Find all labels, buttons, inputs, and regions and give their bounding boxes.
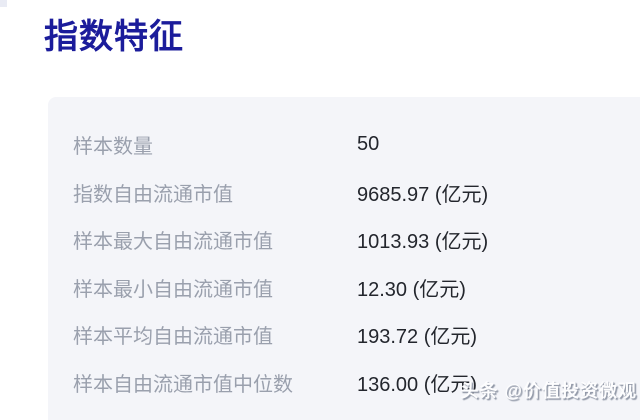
toutiao-watermark: 头条 @价值投资微观 — [460, 381, 637, 401]
row-label: 样本最小自由流通市值 — [73, 278, 273, 301]
index-characteristics-panel: 样本数量 50 指数自由流通市值 9685.97 (亿元) 样本最大自由流通市值… — [48, 97, 640, 420]
row-value: 50 — [357, 133, 380, 156]
table-row: 样本最小自由流通市值 12.30 (亿元) — [48, 264, 640, 312]
corner-mark — [0, 0, 7, 7]
row-value: 12.30 (亿元) — [357, 278, 466, 301]
row-value: 9685.97 (亿元) — [357, 183, 489, 206]
table-row: 样本数量 50 — [48, 121, 640, 169]
table-row: 样本自由流通市值中位数 136.00 (亿元) — [48, 359, 640, 407]
table-row: 样本平均自由流通市值 193.72 (亿元) — [48, 311, 640, 359]
row-label: 指数自由流通市值 — [73, 183, 233, 206]
row-value: 1013.93 (亿元) — [357, 231, 489, 254]
row-value: 193.72 (亿元) — [357, 326, 478, 349]
row-value: 136.00 (亿元) — [357, 373, 478, 396]
row-label: 样本数量 — [73, 136, 153, 159]
table-row: 样本最大自由流通市值 1013.93 (亿元) — [48, 216, 640, 264]
table-row: 指数自由流通市值 9685.97 (亿元) — [48, 169, 640, 217]
page-title: 指数特征 — [44, 18, 184, 56]
row-label: 样本自由流通市值中位数 — [73, 373, 293, 396]
row-label: 样本平均自由流通市值 — [73, 326, 273, 349]
row-label: 样本最大自由流通市值 — [73, 231, 273, 254]
